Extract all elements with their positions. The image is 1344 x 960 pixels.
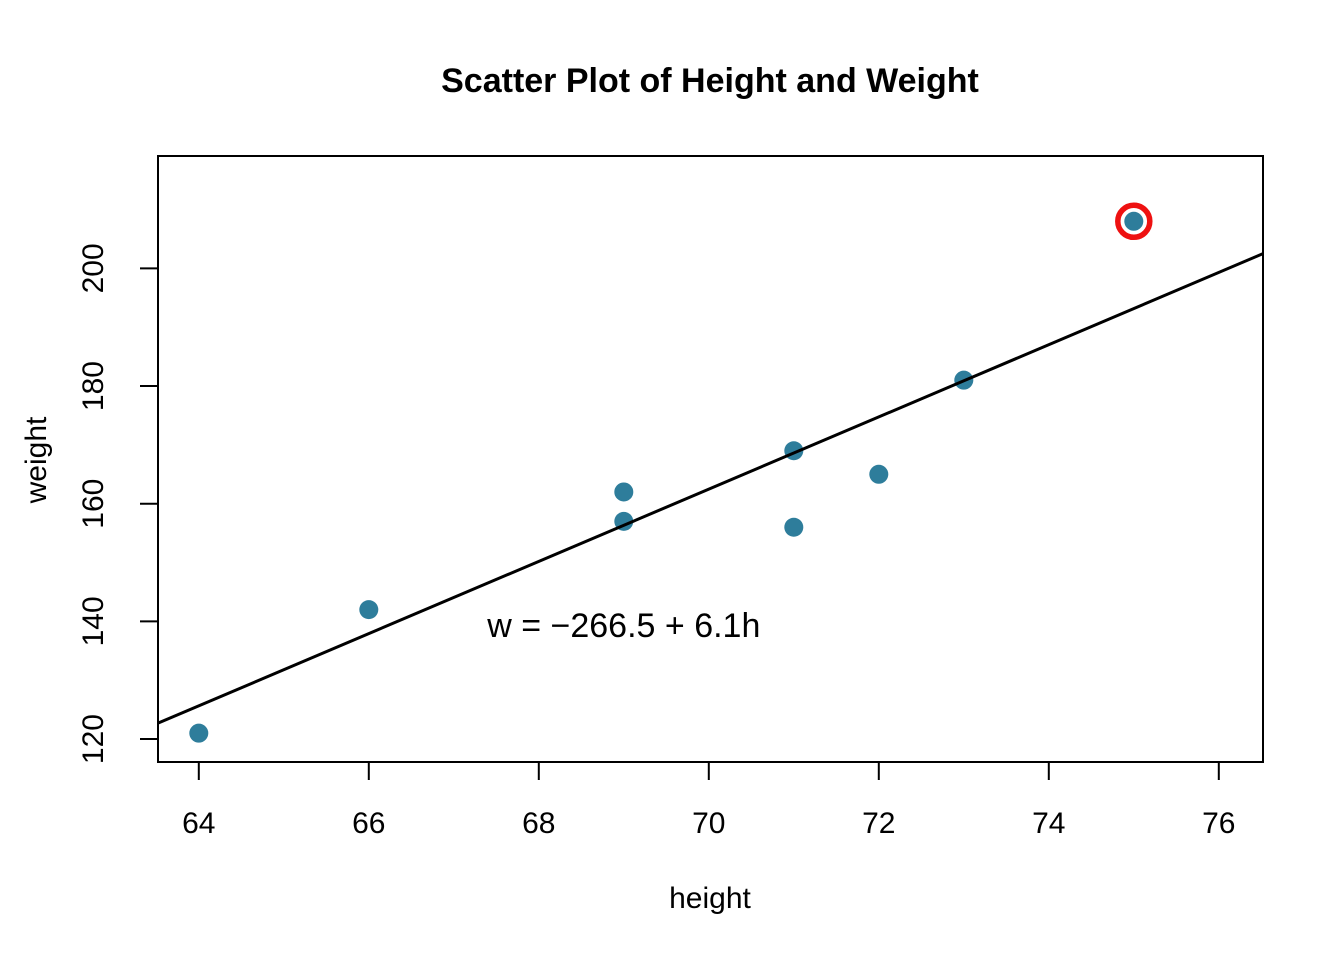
- y-tick-label: 140: [77, 596, 110, 646]
- x-tick-label: 74: [1032, 807, 1065, 840]
- x-tick-label: 66: [352, 807, 385, 840]
- x-tick-label: 76: [1202, 807, 1235, 840]
- x-axis-label: height: [669, 882, 751, 915]
- data-point: [359, 600, 379, 620]
- data-points: [189, 211, 1144, 743]
- y-axis-ticks: 120 140 160 180 200: [77, 243, 158, 764]
- data-point: [189, 723, 209, 743]
- y-tick-label: 200: [77, 243, 110, 293]
- data-point: [784, 517, 804, 537]
- data-point: [869, 464, 889, 484]
- x-tick-label: 70: [692, 807, 725, 840]
- y-tick-label: 160: [77, 479, 110, 529]
- x-tick-label: 72: [862, 807, 895, 840]
- y-tick-label: 120: [77, 714, 110, 764]
- highlight-ring: [1115, 202, 1153, 241]
- chart-title: Scatter Plot of Height and Weight: [441, 62, 979, 100]
- y-axis-label: weight: [20, 416, 53, 504]
- data-point: [614, 482, 634, 502]
- equation-label: w = −266.5 + 6.1h: [486, 607, 760, 645]
- x-tick-label: 68: [522, 807, 555, 840]
- y-tick-label: 180: [77, 361, 110, 411]
- x-tick-label: 64: [182, 807, 215, 840]
- regression-line: [157, 252, 1264, 725]
- x-axis-ticks: 64 66 68 70 72 74 76: [182, 762, 1235, 840]
- data-point: [1124, 211, 1144, 231]
- plot-box: [157, 155, 1264, 763]
